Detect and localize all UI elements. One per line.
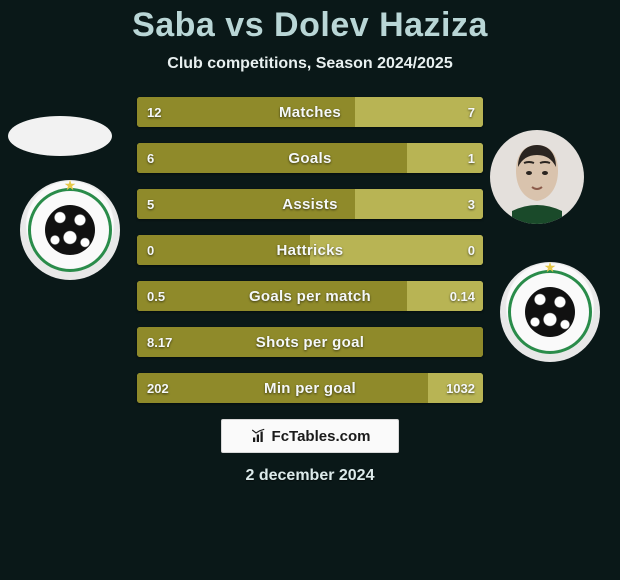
- stat-bar: 8.17Shots per goal: [137, 327, 483, 357]
- stat-label: Assists: [137, 189, 483, 219]
- star-icon: ★: [544, 259, 557, 276]
- player1-avatar: [8, 116, 112, 156]
- stat-label: Goals per match: [137, 281, 483, 311]
- stat-label: Shots per goal: [137, 327, 483, 357]
- stat-label: Goals: [137, 143, 483, 173]
- player2-club-badge: ★: [500, 262, 600, 362]
- star-icon: ★: [64, 177, 77, 194]
- stat-bar: 0.50.14Goals per match: [137, 281, 483, 311]
- comparison-bars: 127Matches 61Goals 53Assists 00Hattricks 0.5…: [137, 97, 483, 403]
- page-title: Saba vs Dolev Haziza: [0, 0, 620, 45]
- brand-text: FcTables.com: [272, 428, 371, 445]
- stat-label: Matches: [137, 97, 483, 127]
- stat-bar: 00Hattricks: [137, 235, 483, 265]
- stat-label: Hattricks: [137, 235, 483, 265]
- soccer-ball-icon: [45, 205, 95, 255]
- stat-bar: 61Goals: [137, 143, 483, 173]
- player1-club-badge: ★: [20, 180, 120, 280]
- bar-chart-icon: [250, 427, 268, 445]
- soccer-ball-icon: [525, 287, 575, 337]
- stat-label: Min per goal: [137, 373, 483, 403]
- stat-bar: 127Matches: [137, 97, 483, 127]
- date-text: 2 december 2024: [0, 467, 620, 485]
- club-ring: ★: [508, 270, 592, 354]
- brand-badge: FcTables.com: [221, 419, 399, 453]
- club-ring: ★: [28, 188, 112, 272]
- stat-bar: 53Assists: [137, 189, 483, 219]
- page-subtitle: Club competitions, Season 2024/2025: [0, 55, 620, 73]
- stat-bar: 2021032Min per goal: [137, 373, 483, 403]
- player2-avatar: [490, 130, 584, 224]
